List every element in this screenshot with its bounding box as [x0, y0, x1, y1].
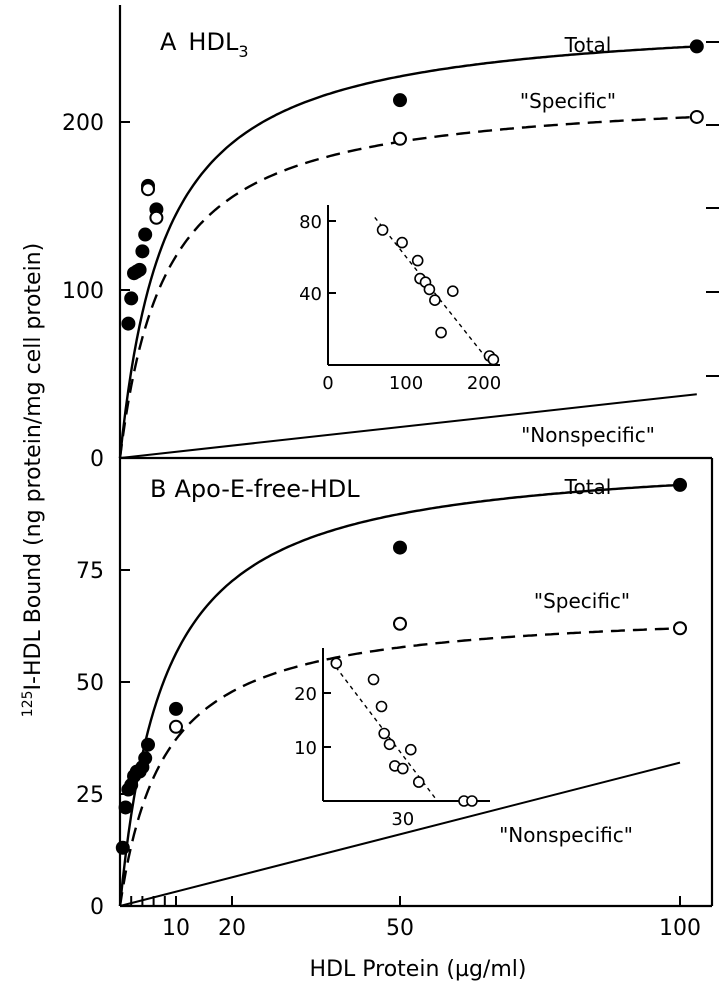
panel-a-inset-xtick-label-0: 0: [322, 373, 333, 394]
x-axis-label: HDL Protein (µg/ml): [310, 957, 527, 982]
panel-a-inset-xtick-label-200: 200: [467, 373, 501, 394]
panel-a-point-total-4: [132, 262, 147, 277]
panel-b-point-total-0: [115, 840, 130, 855]
panel-b-point-total-1: [118, 800, 133, 815]
panel-a-series-label-total: Total: [564, 33, 612, 57]
panel-b-series-label-total: Total: [564, 475, 612, 499]
y-axis-label: 125I-HDL Bound (ng protein/mg cell prote…: [20, 243, 46, 717]
panel-b-ytick-label-0: 0: [90, 895, 104, 920]
panel-a-inset-xtick-label-100: 100: [389, 373, 423, 394]
panel-a-point-specific-3: [689, 109, 704, 124]
panel-b-inset-point-0: [330, 657, 343, 670]
panel-a-inset-ytick-label-40: 40: [299, 284, 322, 305]
panel-b-ytick-label-50: 50: [76, 671, 104, 696]
panel-b-point-total-12: [673, 477, 687, 492]
panel-b-inset-point-8: [412, 776, 425, 788]
panel-b-ytick-label-75: 75: [76, 559, 104, 584]
panel-a-series-label-nonspecific: "Nonspecific": [521, 423, 655, 447]
panel-a-series-label-specific: "Specific": [520, 89, 616, 113]
panel-b-inset: 10 20 30: [294, 648, 490, 830]
panel-a-ytick-label-0: 0: [90, 447, 104, 472]
panel-a-point-total-0: [121, 316, 136, 331]
panel-a-point-specific-0: [141, 182, 155, 197]
panel-a-inset-point-0: [376, 224, 389, 236]
panel-b-inset-point-7: [404, 743, 417, 756]
panel-a-curve-specific: [118, 115, 697, 459]
panel-b-point-total-10: [169, 701, 183, 716]
panel-a-point-specific-1: [149, 210, 164, 225]
panel-b-curve-nonspecific: [119, 761, 681, 907]
panel-a-inset-point-5: [423, 283, 436, 296]
panel-a-inset-point-2: [411, 254, 424, 267]
panel-a-plot: 0 100 200 Total "Specific" "Nonspecific" 40 80 0…: [62, 33, 704, 472]
panel-b-point-total-9: [141, 737, 155, 752]
panel-a-right-ticks: [706, 41, 719, 377]
panel-b-inset-xtick-label-30: 30: [391, 809, 414, 830]
panel-b-series-label-nonspecific: "Nonspecific": [499, 823, 633, 847]
panel-a-point-total-1: [124, 291, 139, 306]
panel-a-curve-total: [118, 45, 697, 459]
panel-a-title: A HDL3: [160, 28, 249, 61]
panel-b-inset-point-2: [375, 700, 388, 713]
panel-b-ytick-label-25: 25: [76, 783, 104, 808]
panel-a-point-total-9: [393, 93, 407, 108]
panel-b-inset-ytick-label-20: 20: [294, 684, 317, 705]
panel-b-inset-point-1: [367, 673, 380, 686]
panel-a-frame: [118, 5, 712, 460]
panel-b-inset-point-10: [466, 795, 478, 807]
panel-a-point-total-5: [135, 244, 150, 259]
panel-a-inset: 40 80 0 100 200: [299, 205, 501, 394]
panel-a-point-total-10: [689, 39, 704, 54]
panel-a-curve-nonspecific: [119, 393, 697, 459]
panel-a-point-specific-2: [393, 131, 407, 146]
panel-a-inset-point-7: [435, 326, 447, 339]
x-tick-label-20: 20: [218, 916, 246, 941]
panel-b-curve-specific: [118, 627, 681, 907]
panel-b-inset-ytick-label-10: 10: [294, 738, 317, 759]
panel-b-series-label-specific: "Specific": [534, 589, 630, 613]
panel-a-inset-point-1: [396, 236, 408, 249]
panel-b-point-total-11: [393, 540, 407, 555]
panel-a-inset-point-10: [487, 353, 500, 366]
panel-a-inset-point-6: [429, 294, 441, 307]
panel-b-inset-point-6: [396, 762, 409, 775]
panel-a-point-total-6: [138, 227, 153, 242]
panel-b-curve-total: [118, 483, 681, 907]
panel-a-inset-point-8: [446, 285, 459, 298]
svg-text:125I-HDL Bound (ng protein/mg: 125I-HDL Bound (ng protein/mg cell prote…: [20, 243, 46, 717]
panel-b-plot: 0 25 50 75 10 20 50 100 Total "Specific" "Nonspeci…: [76, 475, 701, 941]
panel-b-inset-point-4: [383, 738, 396, 751]
x-tick-label-100: 100: [659, 916, 701, 941]
panel-b-point-specific-1: [393, 616, 407, 631]
panel-b-point-total-8: [138, 751, 153, 766]
panel-a-inset-ytick-label-80: 80: [299, 212, 322, 233]
panel-b-point-specific-2: [673, 621, 687, 636]
panel-b-point-specific-0: [169, 719, 183, 734]
panel-a-ytick-label-200: 200: [62, 111, 104, 136]
x-tick-label-50: 50: [386, 916, 414, 941]
panel-b-inset-point-3: [378, 727, 390, 740]
panel-a-ytick-label-100: 100: [62, 279, 104, 304]
x-tick-label-10: 10: [162, 916, 190, 941]
panel-b-title: B Apo-E-free-HDL: [150, 475, 360, 503]
